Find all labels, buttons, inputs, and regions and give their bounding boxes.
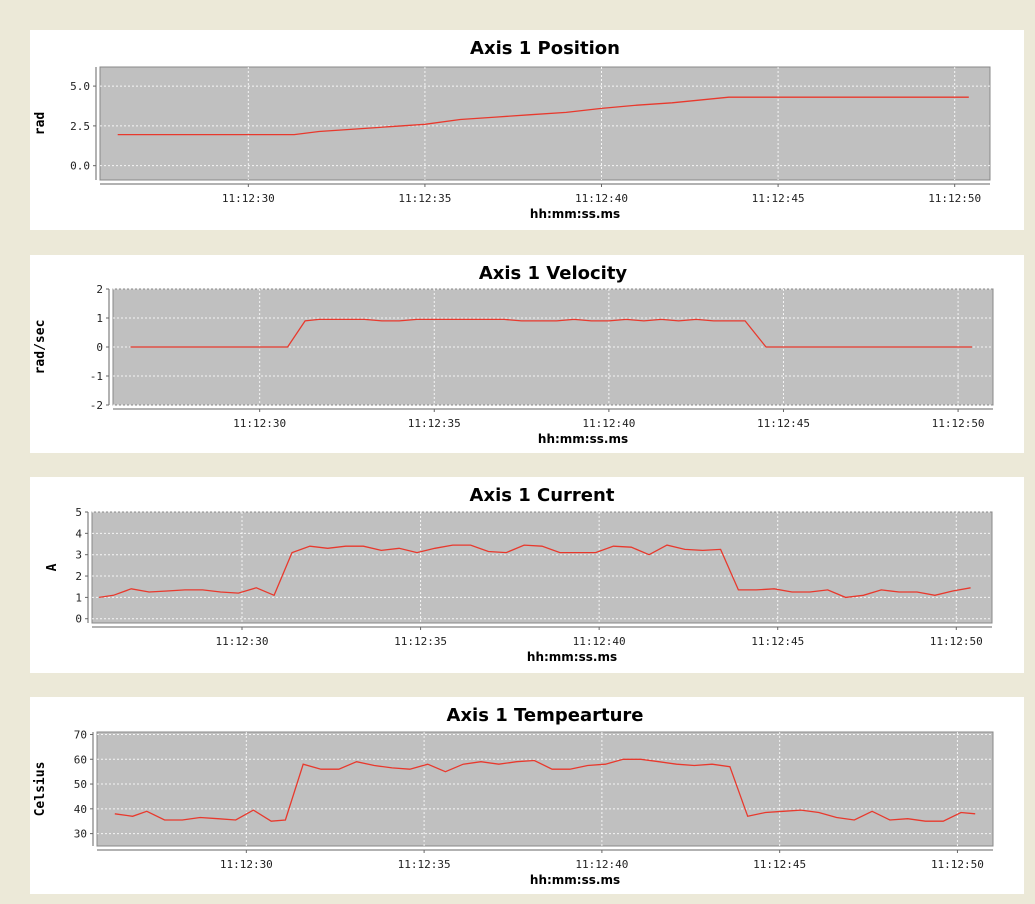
chart-velocity: Axis 1 Velocity -2 -1 0 1 2 11:12:30 11:12:35 11… [33,263,994,446]
series-line-velocity [130,318,972,348]
y-tick-label: 4 [75,527,82,540]
chart-panel-current: Axis 1 Current 0 1 2 3 4 5 11:12:30 11:12:35 11:1… [30,477,1024,673]
y-tick-label: -2 [90,399,103,412]
y-tick-label: 0 [96,341,103,354]
y-tick-label: 2 [75,570,82,583]
y-tick-label: -1 [90,370,103,383]
chart-title: Axis 1 Velocity [479,263,628,284]
x-axis-label: hh:mm:ss.ms [527,650,617,664]
y-tick-label: 5 [75,506,82,519]
y-tick-label: 70 [74,728,87,741]
x-axis-label: hh:mm:ss.ms [538,432,628,446]
plot-area [96,731,994,847]
y-tick-label: 0.0 [70,160,90,173]
chart-title: Axis 1 Current [470,485,615,506]
y-axis-label: Celsius [33,762,48,817]
plot-area [91,511,993,624]
y-tick-label: 5.0 [70,80,90,93]
chart-panel-temperature: Axis 1 Tempearture 30 40 50 60 70 11:12:30 11:1… [30,697,1024,894]
series-line-temperature [114,758,976,822]
y-tick-label: 1 [75,591,82,604]
x-axis-label: hh:mm:ss.ms [530,873,620,887]
y-tick-label: 30 [74,828,87,841]
chart-title: Axis 1 Position [470,38,620,59]
x-axis-label: hh:mm:ss.ms [530,207,620,221]
x-tick-label: 11:12:50 [932,417,985,430]
y-tick-label: 50 [74,778,87,791]
x-tick-label: 11:12:30 [220,858,273,871]
chart-current: Axis 1 Current 0 1 2 3 4 5 11:12:30 11:12:35 11:1… [45,485,993,664]
y-axis-label: rad [33,112,48,135]
x-tick-label: 11:12:35 [408,417,461,430]
series-line-position [117,96,969,136]
x-tick-label: 11:12:40 [575,858,628,871]
x-tick-label: 11:12:45 [753,858,806,871]
x-tick-label: 11:12:35 [394,635,447,648]
x-tick-label: 11:12:50 [930,635,983,648]
x-tick-label: 11:12:45 [757,417,810,430]
y-tick-label: 2 [96,283,103,296]
x-tick-label: 11:12:35 [398,192,451,205]
chart-position: Axis 1 Position 0.0 2.5 5.0 11:12:30 11:12:35… [33,38,991,221]
y-axis-label: rad/sec [33,320,48,375]
series-line-current [99,544,971,599]
x-tick-label: 11:12:40 [573,635,626,648]
chart-panel-velocity: Axis 1 Velocity -2 -1 0 1 2 11:12:30 11:12:35 11… [30,255,1024,453]
x-tick-label: 11:12:30 [216,635,269,648]
y-axis-label: A [45,563,60,571]
y-tick-label: 40 [74,803,87,816]
y-tick-label: 2.5 [70,120,90,133]
x-tick-label: 11:12:50 [931,858,984,871]
y-tick-label: 60 [74,753,87,766]
chart-panel-position: Axis 1 Position 0.0 2.5 5.0 11:12:30 11:12:35… [30,30,1024,230]
x-tick-label: 11:12:30 [222,192,275,205]
y-tick-label: 1 [96,312,103,325]
x-tick-label: 11:12:30 [233,417,286,430]
x-tick-label: 11:12:40 [582,417,635,430]
y-tick-label: 3 [75,549,82,562]
x-tick-label: 11:12:35 [398,858,451,871]
x-tick-label: 11:12:45 [752,192,805,205]
x-tick-label: 11:12:40 [575,192,628,205]
y-tick-label: 0 [75,613,82,626]
x-tick-label: 11:12:45 [751,635,804,648]
x-tick-label: 11:12:50 [928,192,981,205]
chart-temperature: Axis 1 Tempearture 30 40 50 60 70 11:12:30 11:1… [33,705,994,887]
plot-area [99,66,991,181]
chart-title: Axis 1 Tempearture [447,705,644,726]
